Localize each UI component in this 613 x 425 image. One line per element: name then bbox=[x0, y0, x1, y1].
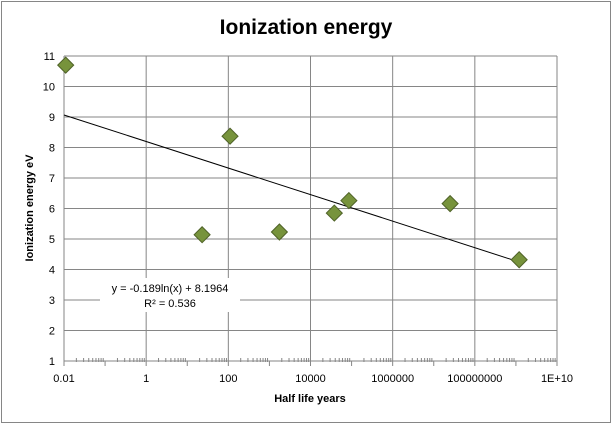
x-tick-label: 1000000 bbox=[371, 373, 414, 385]
y-tick-label: 7 bbox=[49, 173, 55, 185]
y-axis-title: Ionization energy eV bbox=[24, 154, 36, 262]
chart-title: Ionization energy bbox=[220, 16, 393, 39]
data-point bbox=[340, 191, 358, 210]
x-tick-label: 1 bbox=[143, 373, 149, 385]
x-tick-label: 100000000 bbox=[447, 373, 502, 385]
trendline-label-bg bbox=[100, 278, 240, 312]
y-tick-label: 4 bbox=[49, 265, 55, 277]
trendline bbox=[63, 114, 520, 263]
y-tick-label: 5 bbox=[49, 234, 55, 246]
y-tick-label: 3 bbox=[49, 295, 55, 307]
data-point bbox=[270, 223, 289, 241]
data-point bbox=[325, 204, 344, 222]
y-tick-label: 11 bbox=[44, 51, 55, 63]
data-point bbox=[221, 127, 239, 145]
x-tick-label: 100 bbox=[219, 373, 237, 385]
y-tick-label: 6 bbox=[49, 204, 55, 216]
trendline-r-squared: R² = 0.536 bbox=[144, 298, 196, 310]
y-tick-label: 9 bbox=[49, 112, 55, 124]
data-point bbox=[510, 251, 528, 269]
data-point bbox=[56, 56, 75, 74]
x-axis-title: Half life years bbox=[274, 393, 346, 405]
y-tick-label: 2 bbox=[49, 326, 55, 338]
data-point bbox=[193, 226, 211, 244]
x-tick-label: 10000 bbox=[295, 373, 326, 385]
data-point bbox=[441, 194, 459, 213]
plot-area: 1 2 3 4 5 6 7 8 9 10 11 0.01 1 100 10000 1000000 1000000… bbox=[43, 51, 573, 385]
y-tick-label: 8 bbox=[49, 143, 55, 155]
x-tick-label: 0.01 bbox=[53, 373, 74, 385]
y-tick-label: 1 bbox=[49, 356, 55, 368]
trendline-label: y = -0.189ln(x) + 8.1964 R² = 0.536 bbox=[100, 278, 240, 312]
x-tick-label: 1E+10 bbox=[541, 373, 573, 385]
y-tick-label: 10 bbox=[43, 82, 55, 94]
trendline-equation: y = -0.189ln(x) + 8.1964 bbox=[112, 283, 229, 295]
